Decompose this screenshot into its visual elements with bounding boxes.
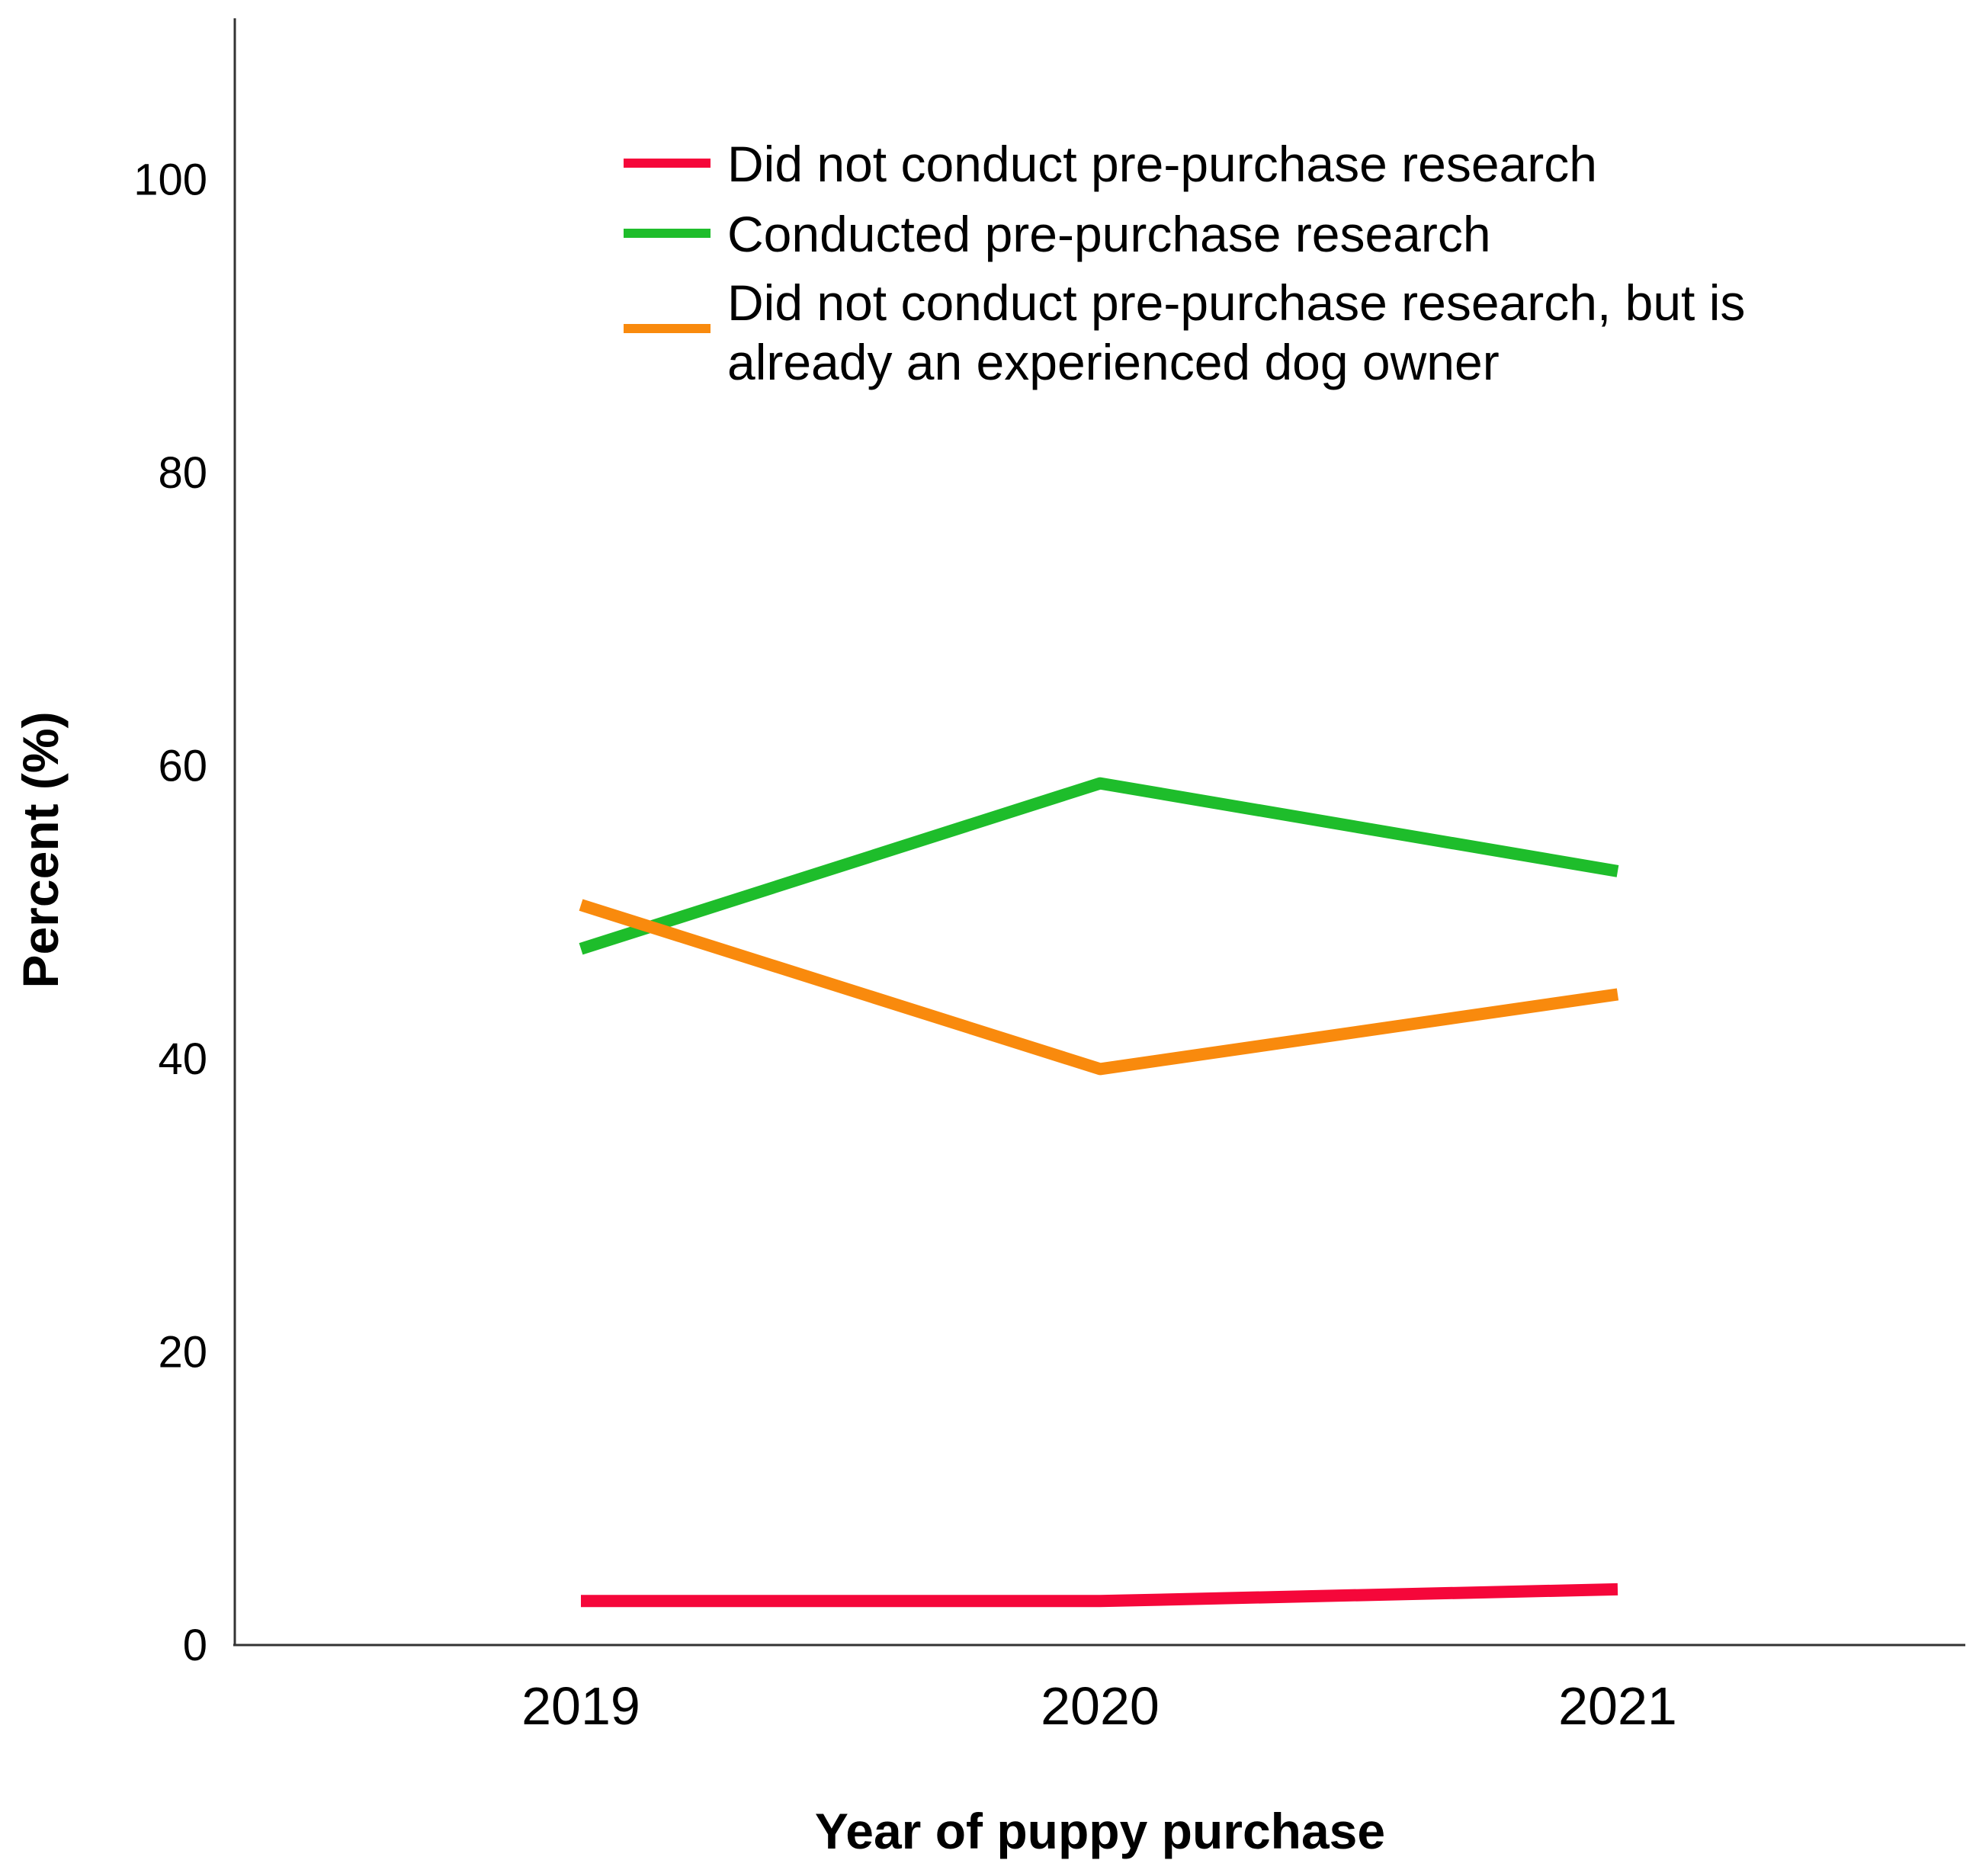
y-tick-label: 20 — [158, 1327, 207, 1377]
x-tick-label: 2021 — [1558, 1676, 1677, 1736]
y-tick-label: 40 — [158, 1034, 207, 1084]
y-tick-group: 0 20 40 60 80 100 — [133, 155, 207, 1670]
legend-label-2: Conducted pre-purchase research — [727, 206, 1491, 262]
y-tick-label: 60 — [158, 741, 207, 790]
y-axis-title: Percent (%) — [12, 711, 69, 988]
x-tick-group: 2019 2020 2021 — [521, 1676, 1677, 1736]
series-line-2 — [579, 777, 1619, 955]
y-tick-label: 0 — [183, 1621, 207, 1670]
y-tick-label: 100 — [133, 155, 207, 204]
series-group — [579, 777, 1619, 1608]
axes — [233, 18, 1965, 1647]
series-line-3 — [579, 899, 1619, 1076]
x-tick-label: 2020 — [1041, 1676, 1160, 1736]
legend-label-3: Did not conduct pre-purchase research, b… — [727, 274, 1745, 331]
y-tick-label: 80 — [158, 448, 207, 498]
x-axis-title: Year of puppy purchase — [815, 1803, 1385, 1859]
legend-label-1: Did not conduct pre-purchase research — [727, 136, 1597, 192]
legend-label-3: already an experienced dog owner — [727, 334, 1500, 390]
series-line-1 — [581, 1583, 1618, 1608]
x-tick-label: 2019 — [521, 1676, 640, 1736]
legend: Did not conduct pre-purchase research Con… — [624, 136, 1745, 390]
